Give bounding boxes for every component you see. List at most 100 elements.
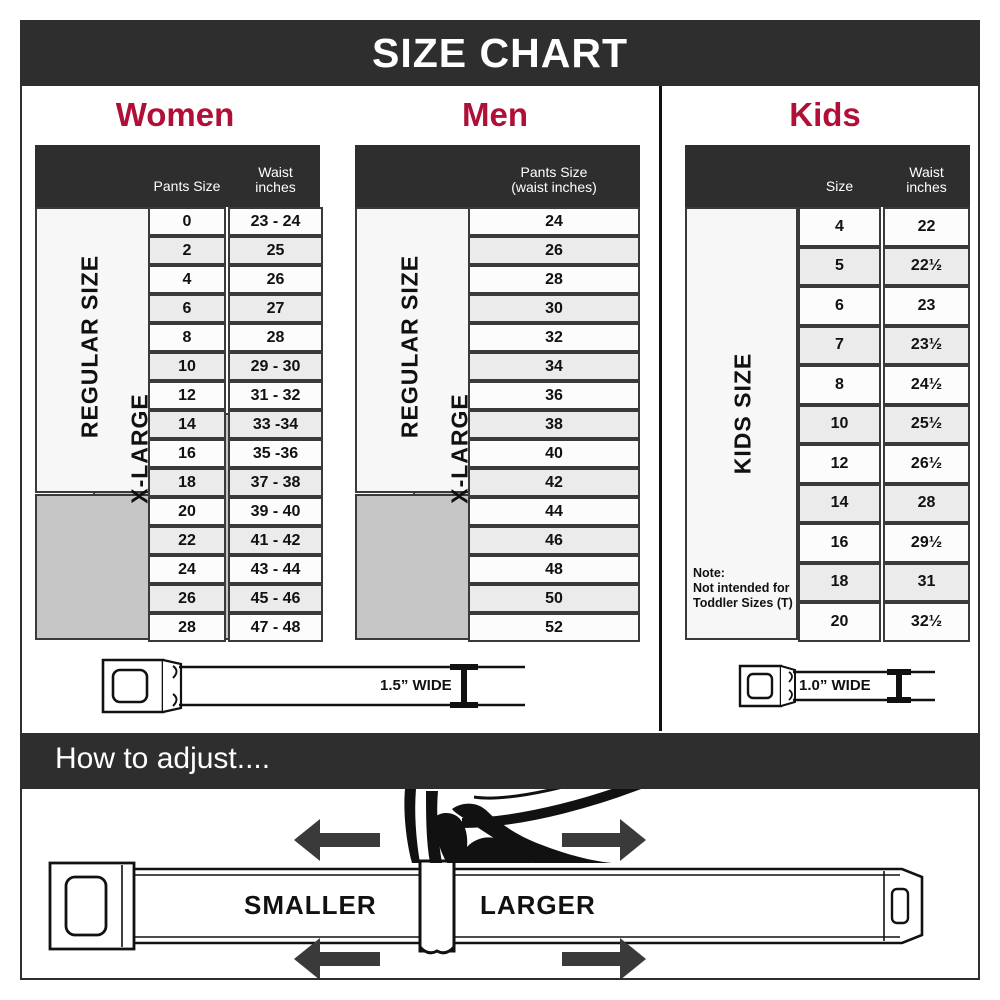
column-header-waist-inches: Waist inches	[228, 165, 323, 195]
table-cell-waist: 23½	[883, 325, 970, 365]
table-cell-size: 24	[148, 555, 226, 584]
table-cell-waist: 45 - 46	[228, 584, 323, 613]
table-cell-size: 0	[148, 207, 226, 236]
kids-size-table: Size Waist inches KIDS SIZE Note: Not intende…	[685, 145, 970, 642]
table-cell-waist: 41 - 42	[228, 526, 323, 555]
table-cell-size: 46	[468, 526, 640, 555]
table-cell-size: 38	[468, 410, 640, 439]
table-cell-size: 36	[468, 381, 640, 410]
xlarge-left-fill	[355, 494, 475, 640]
table-cell-size: 10	[148, 352, 226, 381]
table-cell-size: 24	[468, 207, 640, 236]
table-cell-size: 12	[798, 444, 881, 484]
kids-note: Note: Not intended for Toddler Sizes (T)	[693, 566, 798, 611]
table-header-band	[355, 145, 640, 207]
table-cell-size: 8	[148, 323, 226, 352]
table-cell-waist: 28	[228, 323, 323, 352]
column-header-size: Size	[825, 178, 854, 194]
waist-header-line1: Waist	[258, 164, 293, 180]
table-cell-size: 6	[798, 286, 881, 326]
kids-belt-diagram: 1.0” WIDE	[735, 660, 935, 712]
table-cell-size: 44	[468, 497, 640, 526]
table-cell-size: 26	[468, 236, 640, 265]
table-cell-size: 4	[798, 207, 881, 247]
kids-size-box	[685, 207, 798, 640]
table-cell-waist: 31 - 32	[228, 381, 323, 410]
how-to-adjust-heading: How to adjust....	[55, 742, 271, 775]
kids-note-line1: Note:	[693, 566, 725, 580]
table-cell-waist: 31	[883, 562, 970, 602]
table-cell-waist: 22½	[883, 246, 970, 286]
table-cell-waist: 33 -34	[228, 410, 323, 439]
table-cell-size: 2	[148, 236, 226, 265]
men-size-table: Pants Size (waist inches) REGULAR SIZE X-LA…	[355, 145, 640, 642]
column-header-pants-size: Pants Size	[153, 178, 221, 194]
adult-belt-diagram: 1.5” WIDE	[95, 650, 525, 722]
table-cell-size: 4	[148, 265, 226, 294]
table-cell-size: 26	[148, 584, 226, 613]
table-cell-waist: 22	[883, 207, 970, 247]
column-header-waist-inches: Waist inches	[883, 165, 970, 195]
table-cell-waist: 25	[228, 236, 323, 265]
kids-note-line3: Toddler Sizes (T)	[693, 596, 793, 610]
column-header-pants-size-waist: Pants Size (waist inches)	[468, 165, 640, 195]
table-cell-size: 22	[148, 526, 226, 555]
table-cell-size: 5	[798, 246, 881, 286]
table-cell-size: 16	[798, 523, 881, 563]
kids-belt-width-label: 1.0” WIDE	[799, 677, 871, 694]
panel-divider	[659, 86, 662, 731]
table-cell-waist: 39 - 40	[228, 497, 323, 526]
table-cell-waist: 25½	[883, 404, 970, 444]
table-cell-size: 14	[798, 483, 881, 523]
table-cell-waist: 29½	[883, 523, 970, 563]
table-cell-size: 7	[798, 325, 881, 365]
regular-size-label: REGULAR SIZE	[396, 254, 423, 439]
table-cell-size: 52	[468, 613, 640, 642]
table-cell-waist: 37 - 38	[228, 468, 323, 497]
table-cell-size: 18	[798, 562, 881, 602]
section-title-men: Men	[462, 96, 528, 133]
table-cell-size: 32	[468, 323, 640, 352]
table-cell-size: 14	[148, 410, 226, 439]
table-cell-size: 30	[468, 294, 640, 323]
table-cell-waist: 23 - 24	[228, 207, 323, 236]
table-cell-size: 28	[148, 613, 226, 642]
table-cell-waist: 26	[228, 265, 323, 294]
waist-header-line2: inches	[255, 179, 296, 195]
adjust-label-larger: LARGER	[480, 890, 596, 920]
table-cell-size: 8	[798, 365, 881, 405]
table-cell-waist: 27	[228, 294, 323, 323]
section-title-kids: Kids	[789, 96, 861, 133]
table-cell-size: 28	[468, 265, 640, 294]
section-title-women: Women	[115, 96, 235, 133]
table-cell-size: 20	[798, 602, 881, 642]
regular-size-label: REGULAR SIZE	[76, 254, 103, 439]
adjust-belt-diagram: SMALLER LARGER	[22, 789, 978, 978]
table-header-band	[685, 145, 970, 207]
table-cell-waist: 23	[883, 286, 970, 326]
table-cell-size: 20	[148, 497, 226, 526]
men-header-line2: (waist inches)	[511, 179, 597, 195]
table-cell-size: 12	[148, 381, 226, 410]
waist-header-line2: inches	[906, 179, 947, 195]
table-cell-waist: 32½	[883, 602, 970, 642]
table-cell-size: 48	[468, 555, 640, 584]
table-cell-size: 50	[468, 584, 640, 613]
title-bar: SIZE CHART	[20, 20, 980, 86]
xlarge-left-fill	[35, 494, 155, 640]
men-header-line1: Pants Size	[520, 164, 588, 180]
table-header-band	[35, 145, 320, 207]
table-cell-size: 42	[468, 468, 640, 497]
adult-belt-width-label: 1.5” WIDE	[380, 677, 452, 694]
table-cell-waist: 29 - 30	[228, 352, 323, 381]
table-cell-size: 40	[468, 439, 640, 468]
kids-size-label: KIDS SIZE	[729, 352, 756, 475]
regular-size-box	[35, 207, 155, 493]
kids-note-line2: Not intended for	[693, 581, 790, 595]
table-cell-waist: 26½	[883, 444, 970, 484]
page-title: SIZE CHART	[372, 29, 628, 76]
table-cell-size: 16	[148, 439, 226, 468]
table-cell-waist: 35 -36	[228, 439, 323, 468]
regular-size-box	[355, 207, 475, 493]
